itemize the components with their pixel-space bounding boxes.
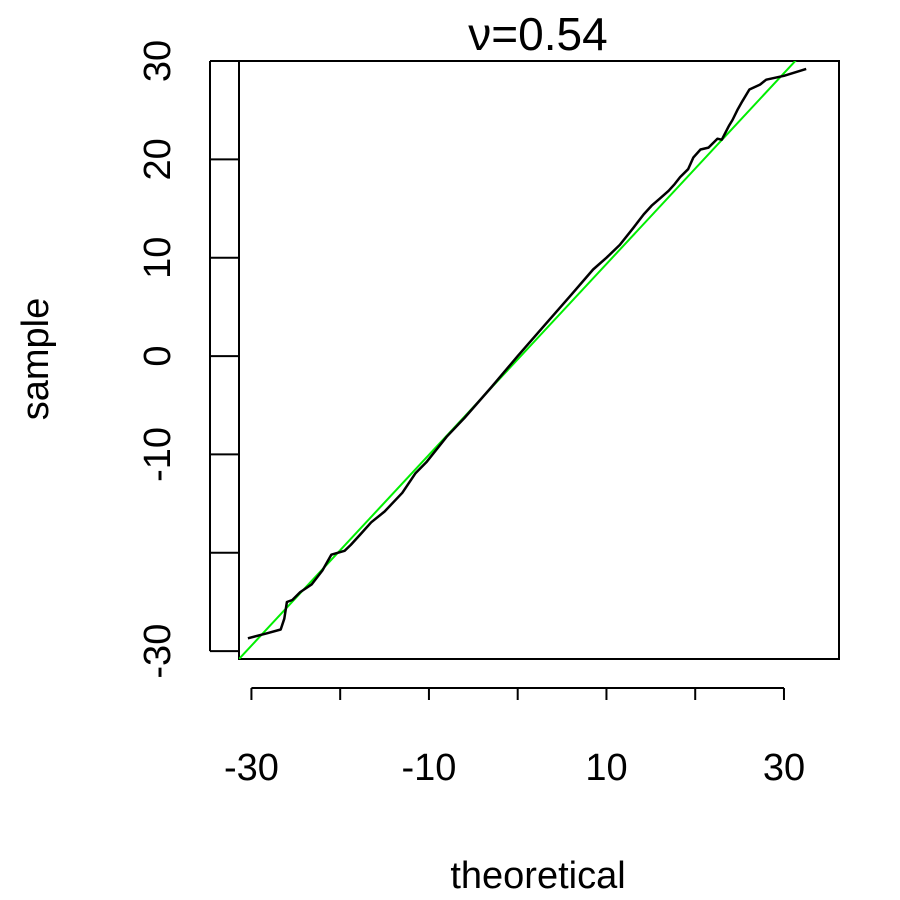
series-layer <box>239 61 807 659</box>
x-axis: -30 -10 10 30 <box>224 687 805 789</box>
x-axis-title: theoretical <box>450 855 625 897</box>
y-tick-label: 0 <box>137 345 179 366</box>
y-tick-label: -10 <box>137 427 179 482</box>
plot-area-frame <box>238 60 840 660</box>
x-tick-label: 10 <box>585 747 627 789</box>
y-axis-title: sample <box>15 298 57 421</box>
chart-title: ν=0.54 <box>468 8 607 60</box>
sample-quantile-line <box>247 67 807 640</box>
x-tick-label: 30 <box>763 747 805 789</box>
reference-line <box>239 61 797 659</box>
y-tick-label: 20 <box>137 138 179 180</box>
x-tick-label: -30 <box>224 747 279 789</box>
y-tick-label: 30 <box>137 40 179 82</box>
y-tick-label: -30 <box>137 624 179 679</box>
y-tick-label: 10 <box>137 237 179 279</box>
x-tick-label: -10 <box>401 747 456 789</box>
y-axis: -30 -10 0 10 20 30 <box>137 40 240 679</box>
